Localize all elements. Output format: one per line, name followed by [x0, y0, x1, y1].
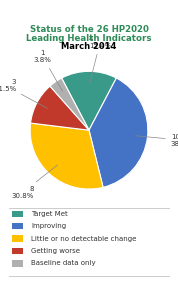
Text: 4
15.4%: 4 15.4% [89, 36, 111, 83]
Text: 3
11.5%: 3 11.5% [0, 79, 48, 108]
Text: 1
3.8%: 1 3.8% [34, 50, 62, 91]
Wedge shape [31, 86, 89, 130]
Text: Getting worse: Getting worse [31, 248, 80, 254]
Wedge shape [30, 123, 103, 189]
Text: 8
30.8%: 8 30.8% [11, 165, 57, 199]
Text: Target Met: Target Met [31, 211, 68, 217]
Text: Status of the 26 HP2020: Status of the 26 HP2020 [30, 25, 148, 34]
Text: Baseline data only: Baseline data only [31, 260, 96, 267]
Text: Leading Health Indicators: Leading Health Indicators [26, 34, 152, 43]
Wedge shape [62, 71, 116, 130]
Text: 10
38.5%: 10 38.5% [136, 134, 178, 147]
Wedge shape [50, 78, 89, 130]
Text: Improving: Improving [31, 223, 66, 229]
Text: Little or no detectable change: Little or no detectable change [31, 235, 137, 242]
Wedge shape [89, 78, 148, 187]
Text: March 2014: March 2014 [61, 42, 117, 51]
